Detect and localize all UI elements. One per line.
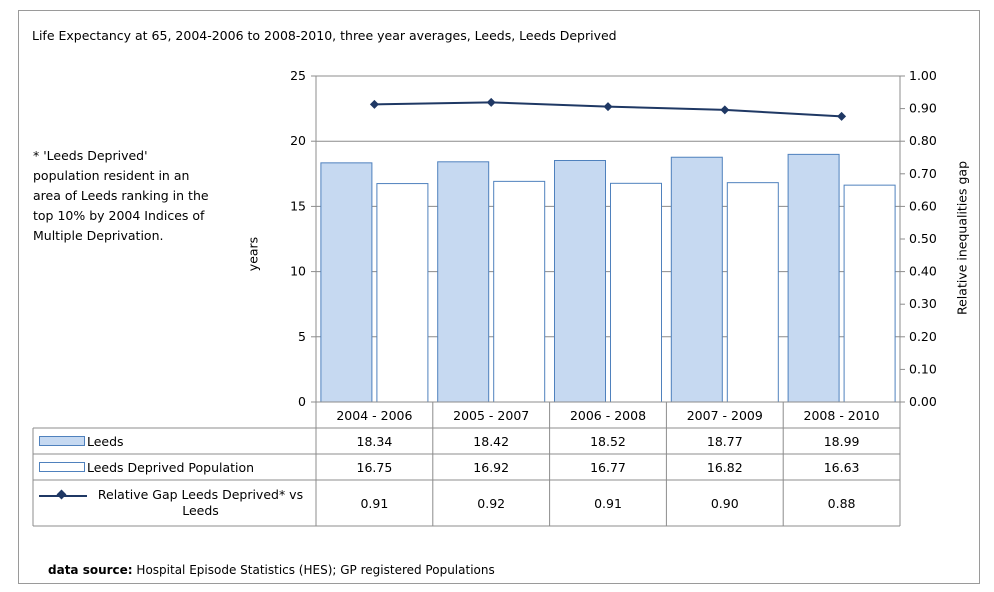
category-label: 2005 - 2007 [453,407,530,423]
data-label: 18.34 [356,433,393,449]
bar-leeds [437,161,490,403]
marker-relative-gap [369,99,379,109]
bar-leeds-deprived [376,183,429,403]
chart-title: Life Expectancy at 65, 2004-2006 to 2008… [32,28,617,43]
data-label: 18.52 [590,433,626,449]
bar-leeds [670,156,723,403]
data-label: 16.82 [706,459,743,475]
data-label: 16.63 [823,459,860,475]
data-label: 16.77 [590,459,626,475]
data-label: 0.92 [477,495,506,511]
footnote-text: * 'Leeds Deprived' population resident i… [33,148,209,243]
y-tick-label-left: 5 [298,329,306,344]
y-tick-label-right: 0.90 [909,101,937,116]
marker-relative-gap [837,111,847,121]
bar-leeds-deprived [843,184,896,403]
category-label: 2006 - 2008 [569,407,647,423]
legend-entry: Relative Gap Leeds Deprived* vs Leeds [39,480,312,526]
category-label: 2008 - 2010 [803,407,880,423]
data-label: 16.75 [356,459,393,475]
y-tick-label-right: 1.00 [909,68,937,83]
data-label: 0.88 [827,495,856,511]
y-tick-label-left: 25 [290,68,306,83]
marker-relative-gap [603,102,613,112]
y-tick-label-right: 0.50 [909,231,937,246]
legend-key-relative-gap [39,489,87,501]
marker-relative-gap [486,97,496,107]
data-source: data source: Hospital Episode Statistics… [48,563,495,577]
y-tick-label-right: 0.00 [909,394,937,409]
y-tick-label-right: 0.40 [909,264,937,279]
data-label: 18.77 [706,433,743,449]
bar-leeds [554,159,606,403]
data-label: 0.91 [360,495,389,511]
legend-label: Leeds [87,433,124,449]
legend-entry: Leeds [39,428,312,454]
bar-leeds-deprived [610,182,662,403]
data-label: 0.90 [710,495,739,511]
y-tick-label-right: 0.80 [909,133,937,148]
bar-leeds-deprived [493,180,546,403]
y-tick-label-left: 0 [298,394,306,409]
y-tick-label-left: 10 [290,264,306,279]
bar-leeds [320,162,373,403]
data-source-text: Hospital Episode Statistics (HES); GP re… [132,563,495,577]
data-source-label: data source: [48,563,133,577]
y-tick-label-left: 15 [290,198,306,213]
category-label: 2007 - 2009 [686,407,763,423]
legend-key-leeds-deprived [39,462,85,472]
y-tick-label-left: 20 [290,133,306,148]
legend-label: Leeds Deprived Population [87,459,255,475]
legend-entry: Leeds Deprived Population [39,454,312,480]
data-label: 16.92 [473,459,510,475]
bar-leeds [787,153,840,403]
legend-key-leeds [39,436,85,446]
data-label: 0.91 [594,495,622,511]
y-tick-label-right: 0.20 [909,329,937,344]
marker-relative-gap [720,105,730,115]
data-label: 18.99 [823,433,860,449]
y-tick-label-right: 0.70 [909,166,937,181]
data-label: 18.42 [473,433,510,449]
y-tick-label-right: 0.10 [909,361,937,376]
y-tick-label-right: 0.60 [909,198,937,213]
y-tick-label-right: 0.30 [909,296,937,311]
category-label: 2004 - 2006 [336,407,413,423]
legend-label: Relative Gap Leeds Deprived* vs Leeds [97,487,304,518]
bar-leeds-deprived [726,182,779,403]
